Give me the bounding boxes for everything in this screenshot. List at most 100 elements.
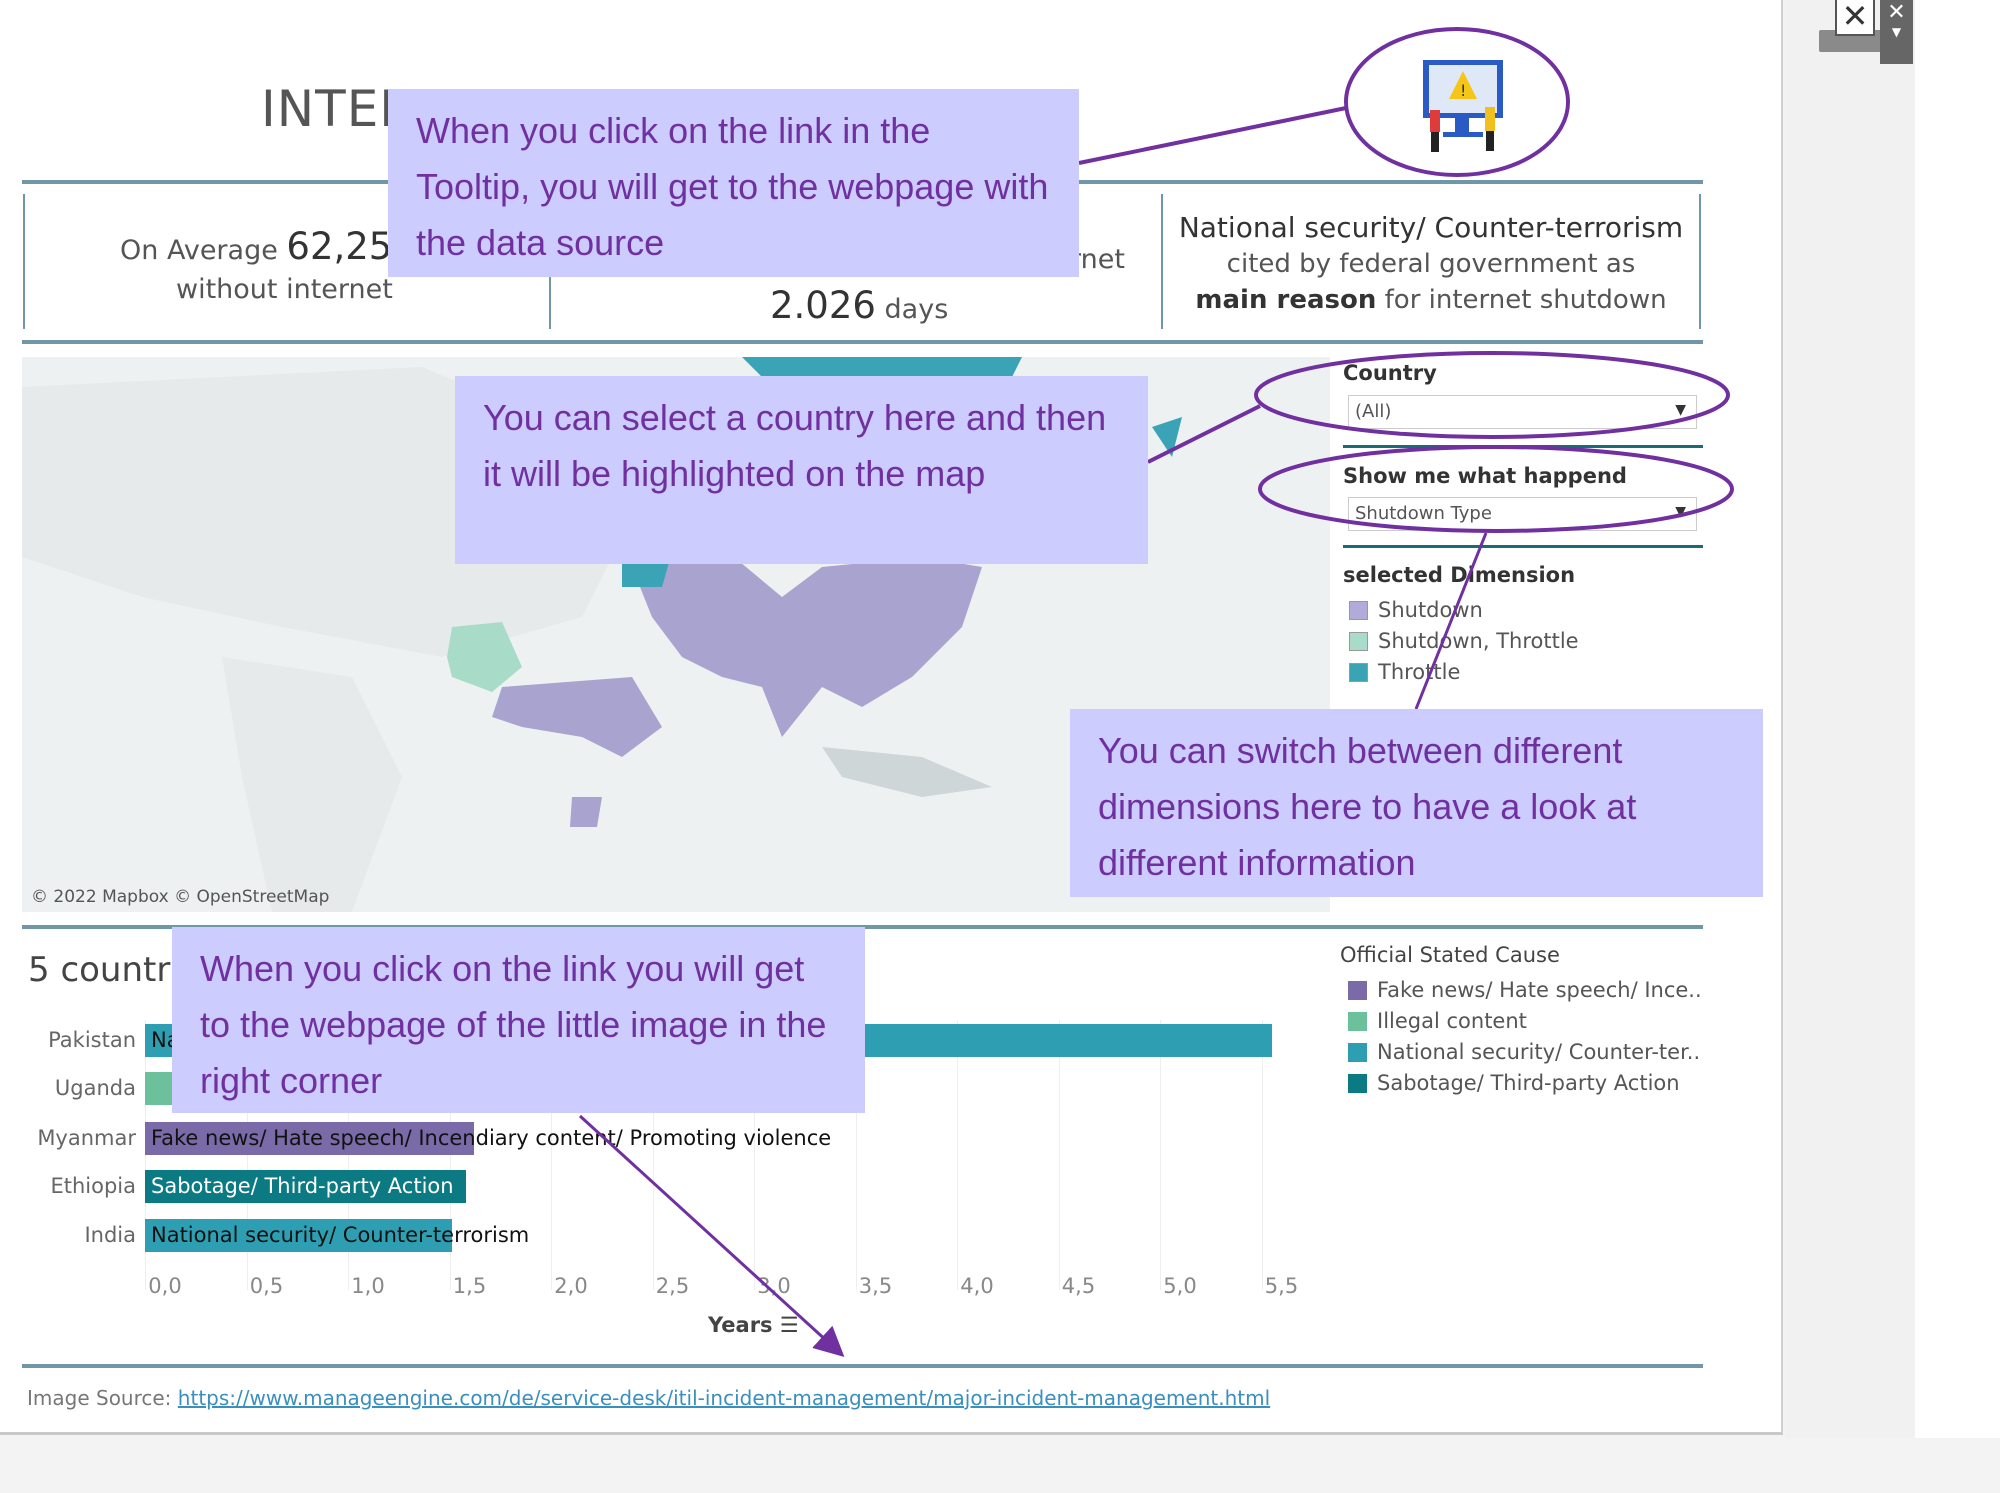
kpi-value: 62,25 xyxy=(286,225,393,268)
x-tick-label: 1,5 xyxy=(452,1274,487,1298)
x-tick-label: 1,0 xyxy=(351,1274,385,1298)
dropdown-icon[interactable]: ▼ xyxy=(1891,25,1902,39)
chevron-down-icon: ▼ xyxy=(1675,504,1686,520)
map-country-asia[interactable] xyxy=(632,547,982,737)
bar-india[interactable]: National security/ Counter-terrorism xyxy=(145,1219,529,1252)
divider xyxy=(1161,194,1163,329)
divider xyxy=(1699,194,1701,329)
cause-legend-title: Official Stated Cause xyxy=(1340,943,1560,967)
x-tick-label: 2,5 xyxy=(655,1274,690,1298)
country-dropdown-value: (All) xyxy=(1355,401,1392,422)
image-source-label: Image Source: xyxy=(27,1386,172,1410)
map-country-algeria[interactable] xyxy=(447,622,522,692)
kpi-prefix: On Average xyxy=(120,235,278,266)
dimension-dropdown-value: Shutdown Type xyxy=(1355,503,1492,524)
svg-text:!: ! xyxy=(1460,81,1466,100)
legend-item-throttle[interactable]: Throttle xyxy=(1349,657,1579,688)
kpi-days-value: 2.026 xyxy=(770,284,876,327)
annotation-country-select: You can select a country here and then i… xyxy=(455,376,1148,564)
bar-myanmar[interactable]: Fake news/ Hate speech/ Incendiary conte… xyxy=(145,1122,831,1155)
y-category-label: Myanmar xyxy=(37,1126,136,1150)
legend-item-sabotage[interactable]: Sabotage/ Third-party Action xyxy=(1348,1068,1702,1099)
legend-label: Sabotage/ Third-party Action xyxy=(1377,1071,1680,1095)
legend-label: Shutdown, Throttle xyxy=(1378,629,1579,653)
gridline xyxy=(145,1020,146,1290)
y-category-label: Pakistan xyxy=(48,1028,136,1052)
legend-item-shutdown[interactable]: Shutdown xyxy=(1349,595,1579,626)
bar-ethiopia[interactable]: Sabotage/ Third-party Action xyxy=(145,1170,466,1203)
x-tick-label: 2,0 xyxy=(554,1274,588,1298)
kpi-reason-rest: for internet shutdown xyxy=(1384,285,1667,315)
map-country-africa[interactable] xyxy=(492,677,662,757)
swatch xyxy=(1349,663,1368,682)
x-tick-label: 4,5 xyxy=(1061,1274,1096,1298)
x-tick-label: 0,0 xyxy=(148,1274,182,1298)
annotation-image-link: When you click on the link you will get … xyxy=(172,927,865,1113)
x-axis-label[interactable]: Years ☰ xyxy=(708,1313,799,1337)
bar-label: National security/ Counter-terrorism xyxy=(151,1223,530,1247)
gridline xyxy=(754,1020,755,1290)
gridline xyxy=(551,1020,552,1290)
image-source-link[interactable]: https://www.manageengine.com/de/service-… xyxy=(177,1386,1271,1410)
y-category-label: India xyxy=(84,1223,136,1247)
image-source: Image Source: https://www.manageengine.c… xyxy=(27,1386,1270,1410)
y-category-label: Ethiopia xyxy=(50,1174,136,1198)
kpi-reason-headline: National security/ Counter-terrorism xyxy=(1178,211,1684,244)
legend-item-illegal-content[interactable]: Illegal content xyxy=(1348,1006,1702,1037)
close-button[interactable]: ✕ ▼ xyxy=(1880,0,1913,64)
kpi-average: On Average 62,25 xyxy=(120,225,392,268)
annotation-tooltip-link: When you click on the link in the Toolti… xyxy=(388,89,1079,277)
sort-icon[interactable]: ☰ xyxy=(779,1313,799,1337)
x-tick-label: 0,5 xyxy=(249,1274,284,1298)
legend-label: National security/ Counter-ter.. xyxy=(1377,1040,1701,1064)
gridline xyxy=(1058,1020,1060,1290)
legend-label: Shutdown xyxy=(1378,598,1483,622)
cause-legend: Official Stated Cause Fake news/ Hate sp… xyxy=(1340,943,1702,1099)
swatch xyxy=(1348,981,1367,1000)
divider xyxy=(22,1364,1703,1368)
map-legend-title: selected Dimension xyxy=(1343,563,1576,587)
gridline xyxy=(652,1020,654,1290)
close-icon[interactable]: ✕ xyxy=(1835,0,1875,36)
gridline xyxy=(1160,1020,1161,1290)
map-landmass-south-america xyxy=(222,657,402,912)
kpi-reason-line2: cited by federal government as xyxy=(1226,249,1636,279)
legend-item-national-security[interactable]: National security/ Counter-ter.. xyxy=(1348,1037,1702,1068)
dimension-dropdown[interactable]: Shutdown Type ▼ xyxy=(1348,497,1697,531)
x-tick-label: 5,0 xyxy=(1163,1274,1197,1298)
map-country-southern-africa[interactable] xyxy=(570,797,602,827)
swatch xyxy=(1349,632,1368,651)
callout-line xyxy=(1414,532,1488,710)
legend-label: Illegal content xyxy=(1377,1009,1527,1033)
divider xyxy=(22,340,1703,344)
map-shapes[interactable] xyxy=(22,357,1330,912)
kpi-middle-text: rnet xyxy=(1070,244,1125,275)
side-strip xyxy=(1785,0,1915,1438)
map-attribution: © 2022 Mapbox © OpenStreetMap xyxy=(31,887,330,907)
callout-ellipse-dimension xyxy=(1258,445,1734,533)
callout-arrow xyxy=(578,1114,845,1358)
dimension-filter-label: Show me what happend xyxy=(1343,464,1627,488)
callout-line xyxy=(1147,404,1261,464)
callout-ellipse-image xyxy=(1344,27,1570,177)
chevron-down-icon: ▼ xyxy=(1675,402,1686,418)
incident-illustration[interactable]: ! xyxy=(1405,55,1515,155)
kpi-main-reason: National security/ Counter-terrorism cit… xyxy=(1162,210,1700,318)
gridline xyxy=(855,1020,857,1290)
bar-label: Fake news/ Hate speech/ Incendiary conte… xyxy=(151,1126,832,1150)
bar-label: Sabotage/ Third-party Action xyxy=(151,1174,454,1198)
country-filter-label: Country xyxy=(1343,361,1437,385)
divider xyxy=(23,194,25,329)
divider xyxy=(1343,545,1703,548)
annotation-dimension-switch: You can switch between different dimensi… xyxy=(1070,709,1763,897)
legend-item-fake-news[interactable]: Fake news/ Hate speech/ Ince.. xyxy=(1348,975,1702,1006)
kpi-suffix: without internet xyxy=(176,274,393,305)
map-legend: Shutdown Shutdown, Throttle Throttle xyxy=(1349,595,1579,688)
map-landmass-indonesia xyxy=(822,747,992,797)
x-tick-label: 5,5 xyxy=(1264,1274,1299,1298)
kpi-days-unit: days xyxy=(884,294,949,325)
country-dropdown[interactable]: (All) ▼ xyxy=(1348,395,1697,429)
legend-label: Fake news/ Hate speech/ Ince.. xyxy=(1377,978,1702,1002)
x-tick-label: 4,0 xyxy=(960,1274,994,1298)
legend-item-shutdown-throttle[interactable]: Shutdown, Throttle xyxy=(1349,626,1579,657)
